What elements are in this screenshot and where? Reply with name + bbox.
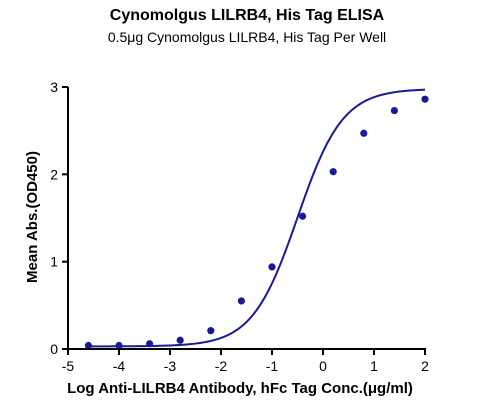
fit-curve-line <box>88 88 426 348</box>
data-point <box>207 327 215 335</box>
fit-curve-layer <box>88 88 426 348</box>
y-tick-label: 0 <box>50 341 58 357</box>
data-points-layer <box>84 95 429 350</box>
axis-ticks: -5 -4 -3 -2 -1 0 1 2 0 1 2 3 <box>50 79 429 374</box>
x-tick-label: -3 <box>164 358 177 374</box>
x-tick-label: -2 <box>215 358 228 374</box>
x-tick-label: -1 <box>266 358 279 374</box>
x-axis-label: Log Anti-LILRB4 Antibody, hFc Tag Conc.(… <box>67 380 413 397</box>
data-point <box>268 263 276 271</box>
data-point <box>329 168 337 176</box>
data-point <box>115 341 123 350</box>
data-point <box>146 340 154 348</box>
data-point <box>390 106 398 115</box>
chart-title: Cynomolgus LILRB4, His Tag ELISA <box>110 7 385 24</box>
y-axis-label: Mean Abs.(OD450) <box>24 151 41 283</box>
data-point <box>421 95 429 103</box>
x-tick-label: 2 <box>421 358 429 374</box>
chart-subtitle: 0.5μg Cynomolgus LILRB4, His Tag Per Wel… <box>108 29 386 45</box>
data-point <box>237 297 245 305</box>
data-point <box>360 129 368 137</box>
data-point <box>299 212 307 220</box>
x-tick-label: -5 <box>62 358 75 374</box>
data-point <box>176 336 184 344</box>
y-tick-label: 1 <box>50 254 58 270</box>
y-tick-label: 3 <box>50 79 58 95</box>
y-tick-label: 2 <box>50 166 58 182</box>
data-point <box>84 341 92 350</box>
x-tick-label: 0 <box>319 358 327 374</box>
x-tick-label: -4 <box>113 358 126 374</box>
x-tick-label: 1 <box>370 358 378 374</box>
